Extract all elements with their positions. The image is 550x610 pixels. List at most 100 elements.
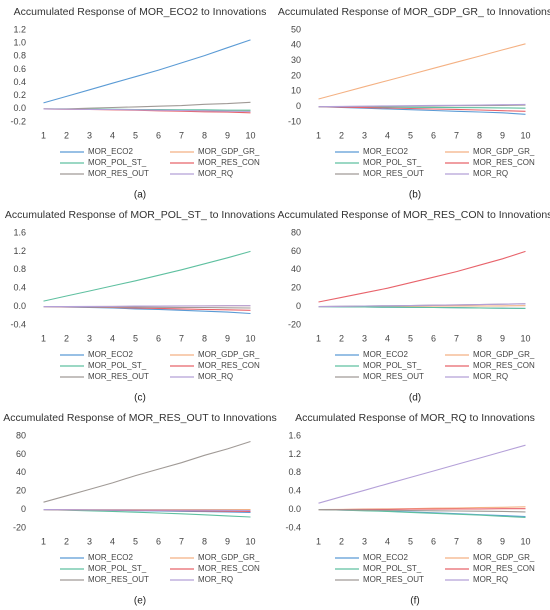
x-tick-label: 5 bbox=[408, 536, 413, 546]
x-tick-label: 2 bbox=[339, 333, 344, 343]
chart-title: Accumulated Response of MOR_RES_OUT to I… bbox=[3, 412, 277, 424]
y-tick-label: -20 bbox=[13, 522, 26, 532]
y-tick-label: 0 bbox=[296, 101, 301, 111]
legend-label: MOR_RES_OUT bbox=[88, 575, 149, 584]
y-tick-label: 20 bbox=[16, 486, 26, 496]
x-tick-label: 6 bbox=[156, 130, 161, 140]
x-tick-label: 10 bbox=[520, 130, 530, 140]
series-line bbox=[318, 509, 526, 513]
series-line bbox=[43, 108, 251, 113]
x-tick-label: 4 bbox=[385, 536, 390, 546]
x-tick-label: 2 bbox=[64, 536, 69, 546]
y-tick-label: 0.8 bbox=[13, 264, 26, 274]
x-tick-label: 1 bbox=[316, 536, 321, 546]
legend-label: MOR_GDP_GR_ bbox=[198, 553, 260, 562]
y-tick-label: 0.0 bbox=[13, 301, 26, 311]
x-tick-label: 7 bbox=[454, 536, 459, 546]
x-tick-label: 4 bbox=[385, 333, 390, 343]
series-line bbox=[43, 509, 251, 512]
legend-label: MOR_ECO2 bbox=[363, 147, 408, 156]
legend-label: MOR_RES_OUT bbox=[363, 372, 424, 381]
legend-label: MOR_GDP_GR_ bbox=[198, 147, 260, 156]
y-tick-label: 0 bbox=[21, 504, 26, 514]
x-tick-label: 9 bbox=[225, 536, 230, 546]
legend-label: MOR_GDP_GR_ bbox=[473, 147, 535, 156]
legend-label: MOR_RES_CON bbox=[198, 361, 260, 370]
x-tick-label: 8 bbox=[477, 130, 482, 140]
x-tick-label: 1 bbox=[316, 333, 321, 343]
y-tick-label: 0.2 bbox=[13, 90, 26, 100]
x-tick-label: 9 bbox=[225, 333, 230, 343]
legend-label: MOR_RES_CON bbox=[473, 158, 535, 167]
legend-label: MOR_RQ bbox=[473, 169, 508, 178]
series-line bbox=[318, 306, 526, 309]
legend-label: MOR_POL_ST_ bbox=[363, 564, 422, 573]
x-tick-label: 8 bbox=[202, 333, 207, 343]
series-line bbox=[318, 250, 526, 303]
x-tick-label: 5 bbox=[133, 130, 138, 140]
caption: (b) bbox=[409, 190, 421, 201]
x-tick-label: 6 bbox=[431, 130, 436, 140]
x-tick-label: 7 bbox=[179, 130, 184, 140]
x-tick-label: 9 bbox=[500, 333, 505, 343]
legend-label: MOR_ECO2 bbox=[363, 553, 408, 562]
x-tick-label: 4 bbox=[385, 130, 390, 140]
x-tick-label: 9 bbox=[500, 130, 505, 140]
chart-title: Accumulated Response of MOR_POL_ST_ to I… bbox=[5, 209, 275, 221]
x-tick-label: 10 bbox=[245, 333, 255, 343]
chart-title: Accumulated Response of MOR_RES_CON to I… bbox=[278, 209, 550, 221]
x-tick-label: 3 bbox=[87, 536, 92, 546]
x-tick-label: 6 bbox=[156, 536, 161, 546]
x-tick-label: 4 bbox=[110, 130, 115, 140]
caption: (e) bbox=[134, 596, 146, 607]
x-tick-label: 8 bbox=[477, 333, 482, 343]
series-line bbox=[43, 509, 251, 518]
y-tick-label: 0.8 bbox=[13, 51, 26, 61]
x-tick-label: 2 bbox=[64, 333, 69, 343]
y-tick-label: 60 bbox=[16, 449, 26, 459]
series-line bbox=[43, 250, 251, 302]
x-tick-label: 7 bbox=[454, 130, 459, 140]
y-tick-label: 20 bbox=[291, 70, 301, 80]
x-tick-label: 8 bbox=[202, 130, 207, 140]
x-tick-label: 7 bbox=[179, 333, 184, 343]
y-tick-label: 40 bbox=[291, 40, 301, 50]
caption: (d) bbox=[409, 393, 421, 404]
y-tick-label: 80 bbox=[16, 430, 26, 440]
x-tick-label: 10 bbox=[520, 333, 530, 343]
x-tick-label: 7 bbox=[179, 536, 184, 546]
legend-label: MOR_GDP_GR_ bbox=[473, 350, 535, 359]
x-tick-label: 2 bbox=[339, 130, 344, 140]
x-tick-label: 9 bbox=[500, 536, 505, 546]
x-tick-label: 5 bbox=[408, 130, 413, 140]
x-tick-label: 4 bbox=[110, 333, 115, 343]
y-tick-label: 0.4 bbox=[288, 486, 301, 496]
y-tick-label: 0.0 bbox=[13, 103, 26, 113]
legend-label: MOR_POL_ST_ bbox=[88, 564, 147, 573]
legend-label: MOR_ECO2 bbox=[88, 553, 133, 562]
y-tick-label: 60 bbox=[291, 246, 301, 256]
series-line bbox=[318, 444, 526, 504]
legend-label: MOR_RES_OUT bbox=[88, 372, 149, 381]
y-tick-label: 0.4 bbox=[13, 283, 26, 293]
y-tick-label: 0 bbox=[296, 301, 301, 311]
x-tick-label: 2 bbox=[64, 130, 69, 140]
legend-label: MOR_ECO2 bbox=[88, 350, 133, 359]
y-tick-label: 1.2 bbox=[288, 449, 301, 459]
chart-title: Accumulated Response of MOR_GDP_GR_ to I… bbox=[278, 6, 550, 18]
x-tick-label: 6 bbox=[431, 536, 436, 546]
x-tick-label: 3 bbox=[362, 333, 367, 343]
x-tick-label: 7 bbox=[454, 333, 459, 343]
legend-label: MOR_POL_ST_ bbox=[363, 361, 422, 370]
caption: (c) bbox=[134, 393, 146, 404]
series-line bbox=[43, 440, 251, 503]
y-tick-label: 50 bbox=[291, 24, 301, 34]
legend-label: MOR_GDP_GR_ bbox=[473, 553, 535, 562]
y-tick-label: 40 bbox=[291, 264, 301, 274]
x-tick-label: 10 bbox=[520, 536, 530, 546]
y-tick-label: 1.0 bbox=[13, 38, 26, 48]
legend-label: MOR_RES_OUT bbox=[88, 169, 149, 178]
legend-label: MOR_RES_CON bbox=[473, 564, 535, 573]
y-tick-label: 40 bbox=[16, 467, 26, 477]
